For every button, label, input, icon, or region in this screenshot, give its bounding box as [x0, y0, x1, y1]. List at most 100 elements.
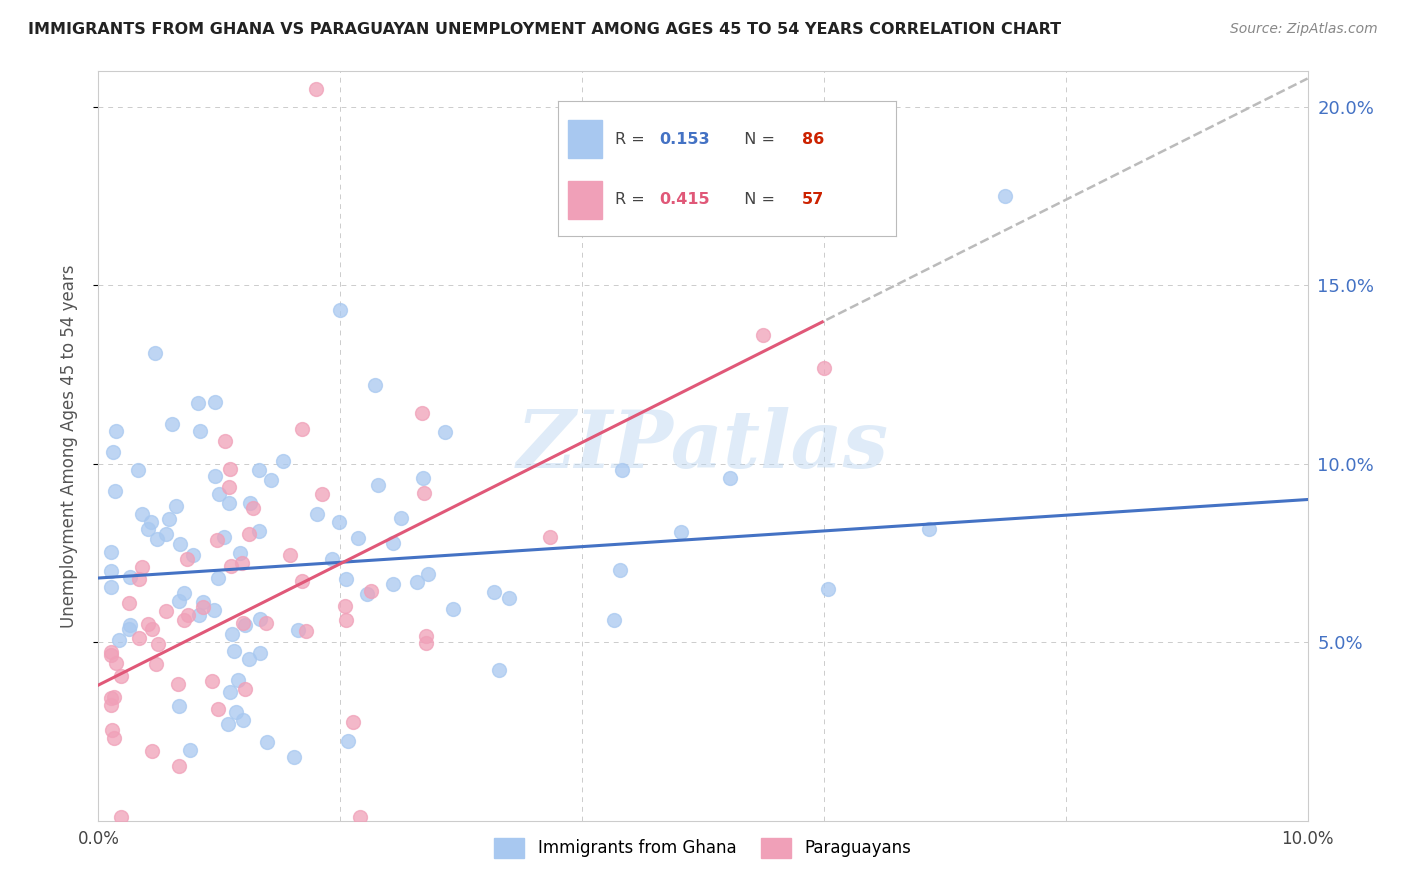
- Point: [100, 648, 122, 662]
- Point: [249, 646, 271, 660]
- Point: [669, 525, 692, 540]
- Point: [231, 616, 253, 631]
- Point: [110, 810, 132, 824]
- Point: [233, 617, 256, 632]
- Point: [145, 532, 167, 546]
- Point: [239, 496, 262, 510]
- Point: [291, 574, 314, 588]
- Point: [411, 406, 433, 420]
- Point: [342, 715, 364, 730]
- Point: [212, 531, 235, 545]
- Point: [187, 396, 209, 410]
- Point: [173, 586, 195, 600]
- Point: [118, 618, 141, 632]
- Point: [166, 677, 188, 691]
- Point: [305, 82, 328, 96]
- Point: [214, 434, 236, 449]
- Point: [100, 581, 122, 595]
- Point: [218, 480, 240, 494]
- Point: [283, 750, 305, 764]
- Point: [179, 743, 201, 757]
- Point: [118, 622, 141, 636]
- Text: IMMIGRANTS FROM GHANA VS PARAGUAYAN UNEMPLOYMENT AMONG AGES 45 TO 54 YEARS CORRE: IMMIGRANTS FROM GHANA VS PARAGUAYAN UNEM…: [28, 22, 1062, 37]
- Point: [718, 471, 741, 485]
- Point: [103, 444, 125, 458]
- Point: [100, 564, 122, 578]
- Point: [335, 614, 357, 628]
- Point: [278, 549, 301, 563]
- Point: [389, 511, 412, 525]
- Point: [346, 531, 368, 545]
- Point: [295, 624, 318, 638]
- Point: [128, 572, 150, 586]
- Point: [167, 699, 190, 714]
- Point: [333, 599, 356, 614]
- Point: [100, 691, 122, 706]
- Point: [191, 595, 214, 609]
- Point: [157, 512, 180, 526]
- Point: [145, 346, 167, 360]
- Point: [321, 552, 343, 566]
- Point: [242, 500, 264, 515]
- Point: [238, 527, 260, 541]
- Point: [117, 596, 139, 610]
- Point: [287, 624, 309, 638]
- Point: [609, 563, 631, 577]
- Point: [219, 559, 242, 574]
- Point: [291, 421, 314, 435]
- Point: [108, 633, 131, 648]
- Point: [415, 629, 437, 643]
- Point: [233, 681, 256, 696]
- Point: [141, 622, 163, 636]
- Point: [167, 594, 190, 608]
- Point: [247, 463, 270, 477]
- Point: [127, 463, 149, 477]
- Point: [415, 635, 437, 649]
- Y-axis label: Unemployment Among Ages 45 to 54 years: Unemployment Among Ages 45 to 54 years: [59, 264, 77, 628]
- Point: [382, 576, 405, 591]
- Point: [231, 556, 253, 570]
- Point: [328, 515, 350, 529]
- Point: [360, 584, 382, 599]
- Point: [165, 499, 187, 513]
- Point: [610, 463, 633, 477]
- Point: [412, 471, 434, 485]
- Point: [381, 536, 404, 550]
- Point: [100, 698, 122, 712]
- Point: [254, 615, 277, 630]
- Point: [217, 716, 239, 731]
- Point: [101, 723, 124, 738]
- Point: [752, 328, 775, 343]
- Point: [155, 604, 177, 618]
- Point: [416, 566, 439, 581]
- Point: [813, 360, 835, 375]
- Point: [173, 613, 195, 627]
- Point: [225, 705, 247, 719]
- Point: [188, 607, 211, 622]
- Point: [349, 810, 371, 824]
- Point: [145, 657, 167, 672]
- Point: [141, 744, 163, 758]
- Point: [103, 731, 125, 745]
- Point: [177, 608, 200, 623]
- Point: [131, 508, 153, 522]
- Point: [994, 189, 1017, 203]
- Point: [603, 614, 626, 628]
- Point: [249, 524, 271, 539]
- Point: [103, 690, 125, 705]
- Point: [202, 602, 225, 616]
- Point: [155, 527, 177, 541]
- Point: [104, 484, 127, 499]
- Point: [406, 575, 429, 590]
- Point: [441, 602, 464, 616]
- Point: [100, 545, 122, 559]
- Point: [918, 522, 941, 536]
- Point: [201, 674, 224, 689]
- Point: [181, 548, 204, 562]
- Point: [367, 477, 389, 491]
- Point: [207, 571, 229, 585]
- Point: [204, 468, 226, 483]
- Point: [221, 626, 243, 640]
- Legend: Immigrants from Ghana, Paraguayans: Immigrants from Ghana, Paraguayans: [488, 831, 918, 864]
- Point: [104, 424, 127, 438]
